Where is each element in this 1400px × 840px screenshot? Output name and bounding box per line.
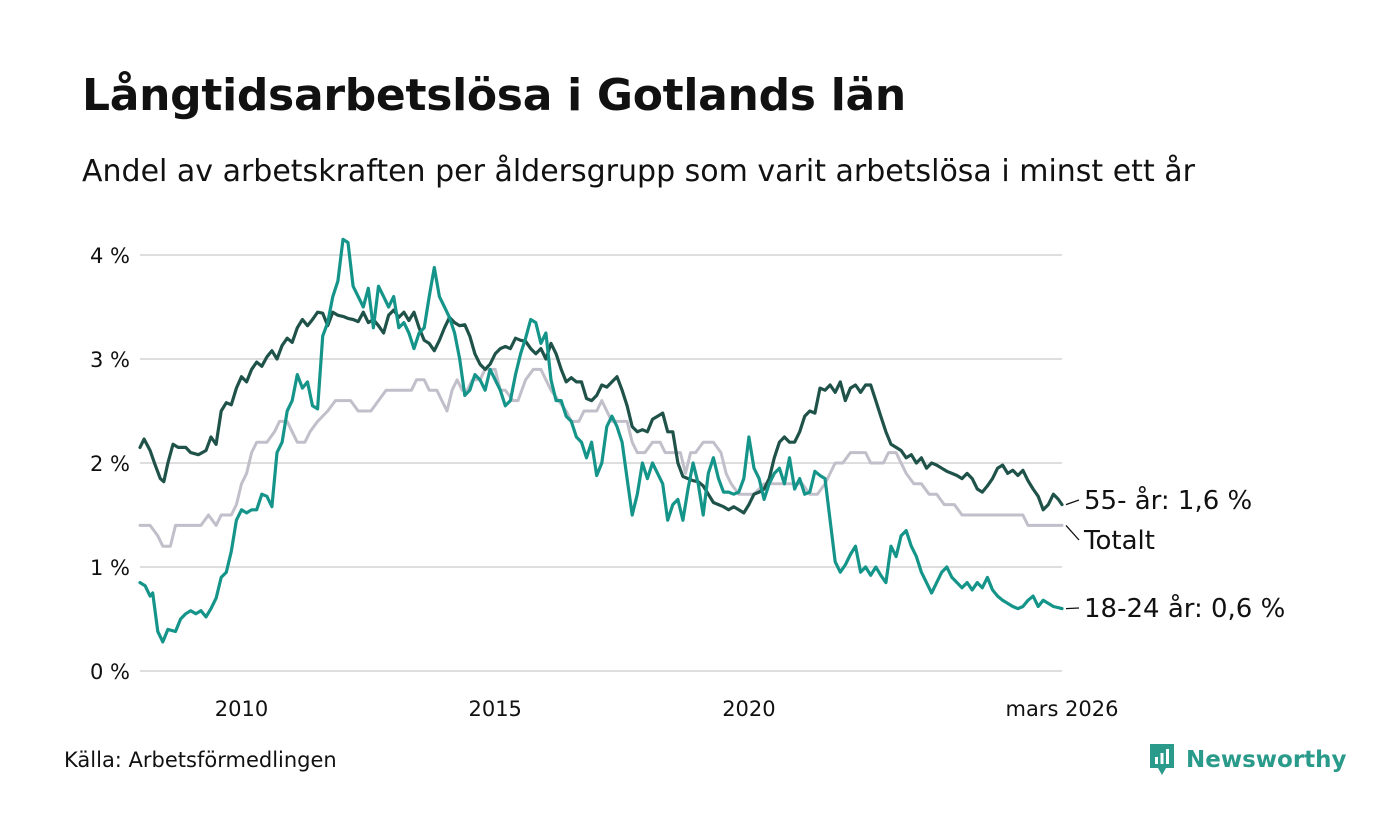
end-label-leader — [1065, 524, 1080, 541]
end-labels: Totalt 55- år: 1,6 % 18-24 år: 0,6 % — [1065, 485, 1285, 624]
newsworthy-logo-icon — [1150, 744, 1174, 775]
brand-name: Newsworthy — [1186, 747, 1347, 773]
y-tick-label: 2 % — [90, 452, 130, 476]
x-axis-ticks: 2010 2015 2020 mars 2026 — [215, 697, 1119, 721]
end-label-total: Totalt — [1083, 526, 1155, 556]
y-tick-label: 1 % — [90, 556, 130, 580]
end-label-leader — [1065, 499, 1080, 506]
x-tick-label: 2020 — [722, 697, 775, 721]
brand-logo[interactable]: Newsworthy — [1148, 742, 1347, 778]
source-note: Källa: Arbetsförmedlingen — [64, 748, 337, 772]
x-tick-label: 2010 — [215, 697, 268, 721]
end-label-older: 55- år: 1,6 % — [1084, 485, 1252, 516]
y-tick-label: 0 % — [90, 660, 130, 684]
y-tick-label: 3 % — [90, 348, 130, 372]
y-axis-ticks: 0 % 1 % 2 % 3 % 4 % — [90, 244, 130, 684]
series-line-young — [138, 237, 1064, 644]
series-line-older — [138, 308, 1064, 515]
end-label-young: 18-24 år: 0,6 % — [1084, 593, 1285, 624]
y-tick-label: 4 % — [90, 244, 130, 268]
x-tick-label: 2015 — [468, 697, 521, 721]
chart-subtitle: Andel av arbetskraften per åldersgrupp s… — [82, 154, 1195, 189]
end-label-leader — [1065, 607, 1080, 610]
chart-title: Långtidsarbetslösa i Gotlands län — [82, 70, 906, 121]
series-lines — [138, 237, 1064, 644]
line-chart: 0 % 1 % 2 % 3 % 4 % 2010 2015 2020 mars 2026 To… — [90, 237, 1285, 721]
x-tick-label: mars 2026 — [1005, 697, 1118, 721]
series-line-total — [138, 367, 1064, 548]
